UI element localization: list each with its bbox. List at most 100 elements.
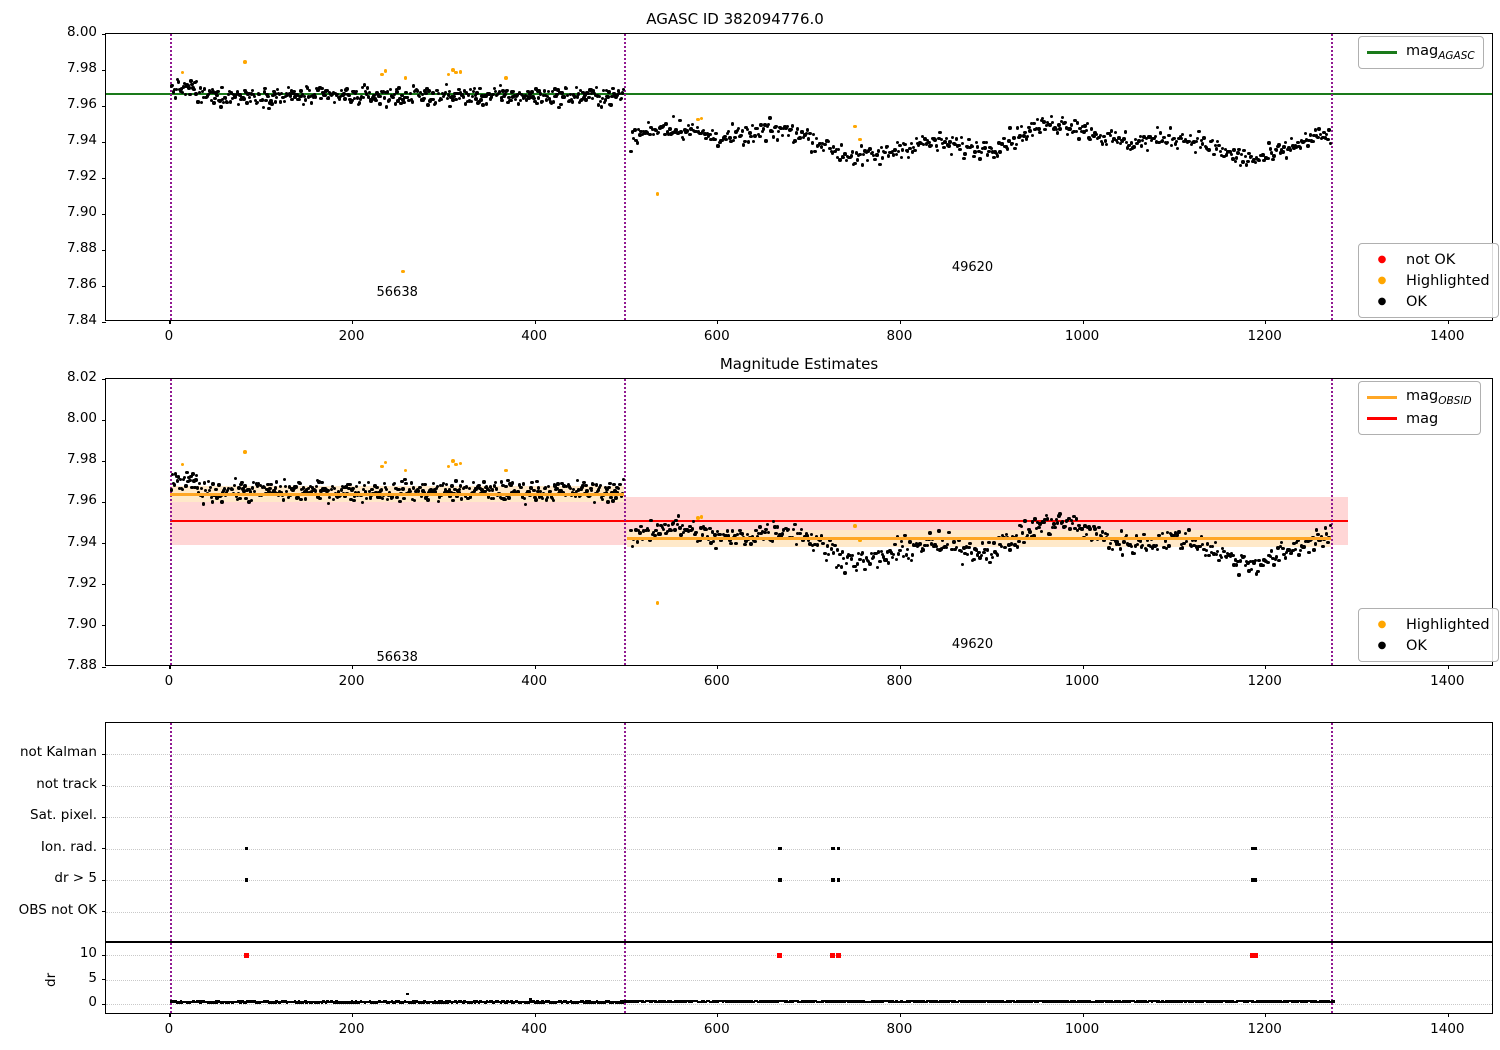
ok-point	[1219, 555, 1224, 560]
ok-point	[539, 92, 543, 96]
ok-point	[181, 477, 185, 482]
ok-point	[185, 470, 189, 475]
ok-point	[224, 490, 229, 495]
x-tick	[534, 665, 536, 669]
ok-point	[1173, 531, 1177, 535]
legend-mag-agasc[interactable]: magAGASC	[1358, 36, 1484, 69]
dr-point	[1332, 1000, 1335, 1003]
ok-point	[1166, 140, 1170, 144]
ok-point	[1292, 541, 1296, 546]
ok-point	[286, 495, 290, 500]
highlighted-point	[852, 124, 857, 129]
x-tick	[352, 665, 354, 669]
ok-point	[517, 91, 522, 95]
ok-point	[412, 498, 417, 502]
highlighted-point	[379, 72, 384, 77]
ok-point	[765, 124, 770, 128]
ok-point	[441, 481, 446, 486]
ok-point	[300, 487, 304, 492]
ok-point	[418, 90, 422, 95]
ok-point	[1124, 140, 1129, 145]
ok-point	[1148, 135, 1152, 139]
ok-point	[368, 97, 372, 101]
legend-point-status[interactable]: ● not OK ● Highlighted ● OK	[1358, 243, 1499, 318]
highlighted-point	[453, 462, 458, 467]
ok-point	[1139, 144, 1144, 148]
ok-point	[893, 542, 897, 546]
ok-point	[1019, 525, 1024, 529]
ok-point	[1143, 141, 1147, 146]
legend-point-status-2[interactable]: ● Highlighted ● OK	[1358, 608, 1499, 662]
obsid-divider	[623, 34, 626, 320]
x-tick	[1265, 320, 1267, 324]
legend-row[interactable]: magAGASC	[1367, 42, 1475, 63]
legend-point-swatch: ●	[1377, 618, 1387, 630]
legend-row[interactable]: ● OK	[1367, 635, 1490, 656]
legend-row[interactable]: ● Highlighted	[1367, 270, 1490, 291]
ok-point	[714, 131, 718, 136]
ok-point	[1119, 529, 1124, 533]
ok-point	[834, 147, 838, 151]
ok-point	[690, 122, 695, 127]
ok-point	[560, 481, 564, 485]
ok-point	[1048, 532, 1052, 537]
ok-point	[408, 490, 413, 494]
ok-point	[467, 99, 472, 103]
ok-point	[771, 135, 776, 139]
ok-point	[339, 488, 343, 492]
ok-point	[473, 93, 477, 98]
ok-point	[972, 154, 976, 159]
ok-point	[1102, 538, 1106, 543]
ok-point	[820, 141, 825, 146]
ok-point	[949, 152, 954, 156]
x-tick-label: 600	[703, 328, 730, 344]
legend-mag-lines[interactable]: magOBSID mag	[1358, 381, 1481, 435]
ok-point	[918, 542, 922, 546]
ok-point	[376, 92, 380, 96]
ok-point	[510, 90, 514, 94]
ok-point	[860, 163, 865, 167]
ok-point	[865, 159, 870, 163]
ok-point	[1241, 160, 1245, 164]
y-tick	[102, 249, 106, 251]
ok-point	[1274, 555, 1279, 559]
ok-point	[1069, 123, 1074, 127]
ok-point	[1121, 139, 1125, 143]
ok-point	[1035, 520, 1040, 525]
ok-point	[179, 87, 184, 91]
legend-row[interactable]: ● OK	[1367, 291, 1490, 312]
ok-point	[1111, 547, 1115, 552]
ok-point	[567, 99, 572, 103]
legend-row[interactable]: mag	[1367, 408, 1472, 429]
ok-point	[171, 472, 175, 477]
ok-point	[358, 97, 363, 101]
x-tick	[1082, 665, 1084, 669]
legend-label: Highlighted	[1406, 616, 1490, 633]
x-tick	[717, 665, 719, 669]
ok-point	[653, 533, 657, 538]
y-tick-label: 7.98	[66, 451, 97, 468]
legend-row[interactable]: ● Highlighted	[1367, 614, 1490, 635]
legend-row[interactable]: ● not OK	[1367, 249, 1490, 270]
ok-point	[575, 478, 580, 483]
ok-point	[397, 487, 401, 492]
ok-point	[201, 502, 206, 506]
ok-point	[603, 98, 607, 102]
flag-row-label: Sat. pixel.	[30, 807, 97, 824]
ok-point	[978, 556, 982, 560]
ok-point	[282, 477, 287, 482]
ok-point	[935, 547, 940, 552]
ok-point	[408, 91, 413, 96]
ok-point	[591, 97, 595, 101]
legend-row[interactable]: magOBSID	[1367, 387, 1472, 408]
ok-point	[1144, 548, 1149, 552]
y-tick-label: 7.96	[66, 96, 97, 112]
ok-point	[909, 558, 913, 562]
ok-point	[1127, 143, 1131, 147]
ok-point	[366, 95, 370, 99]
ok-point	[884, 558, 888, 562]
ok-point	[266, 94, 270, 99]
ok-point	[1109, 129, 1114, 133]
ok-point	[335, 495, 340, 500]
highlighted-point	[655, 192, 660, 196]
